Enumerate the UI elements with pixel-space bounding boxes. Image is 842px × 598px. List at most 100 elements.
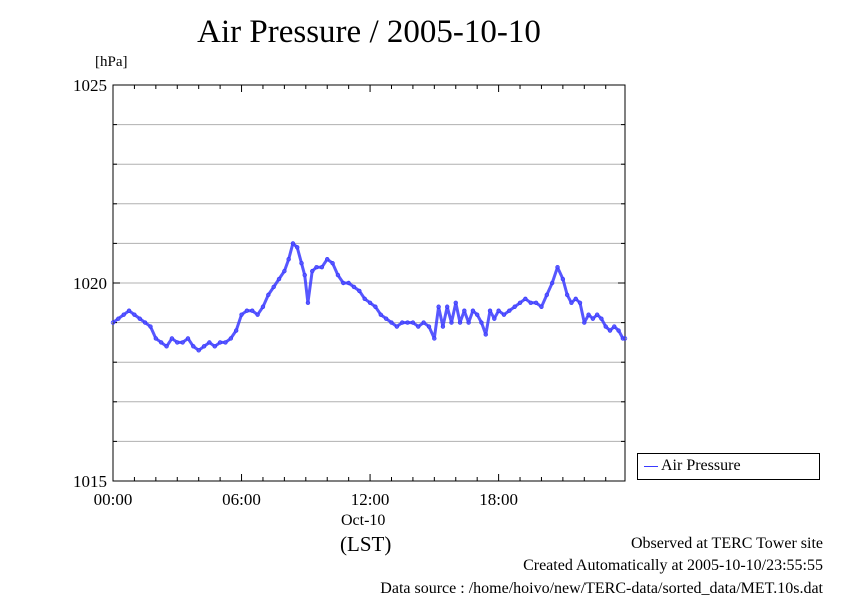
x-axis-timezone-label: (LST)	[340, 532, 392, 556]
data-point	[453, 300, 458, 305]
legend-label: Air Pressure	[661, 457, 741, 474]
data-point	[185, 336, 191, 341]
data-point	[271, 284, 276, 290]
data-point	[260, 304, 266, 309]
data-point	[282, 268, 287, 274]
data-point	[426, 324, 432, 329]
data-point	[233, 328, 239, 333]
data-point	[180, 340, 185, 345]
series-line	[112, 241, 625, 352]
data-point	[276, 276, 282, 282]
x-axis-date-label: Oct-10	[341, 512, 386, 529]
data-point	[325, 257, 330, 262]
y-tick-label: 1020	[73, 274, 107, 293]
data-point	[346, 280, 351, 286]
data-point	[483, 332, 488, 337]
data-point	[319, 264, 325, 270]
data-point	[286, 257, 291, 262]
data-point	[470, 308, 476, 313]
data-point	[153, 336, 159, 341]
data-point	[196, 348, 201, 353]
data-point	[207, 340, 212, 345]
data-point	[228, 336, 234, 341]
data-point	[474, 312, 480, 317]
data-point	[416, 324, 421, 329]
data-point	[501, 312, 507, 317]
data-point	[295, 245, 300, 250]
data-point	[594, 312, 600, 317]
data-point	[299, 261, 304, 266]
data-point	[290, 241, 296, 246]
data-point	[310, 268, 315, 274]
data-point	[444, 304, 450, 309]
data-point	[496, 308, 501, 313]
data-point	[266, 292, 271, 298]
data-point	[191, 344, 196, 349]
data-point	[400, 320, 405, 325]
data-point	[314, 264, 319, 270]
footer-source: Data source : /home/hoivo/new/TERC-data/…	[380, 580, 823, 597]
footer-created: Created Automatically at 2005-10-10/23:5…	[523, 557, 823, 574]
legend: Air Pressure	[637, 453, 820, 480]
data-point	[573, 296, 578, 302]
data-point	[357, 288, 362, 294]
data-point	[457, 320, 463, 325]
data-point	[487, 308, 493, 313]
data-point	[110, 320, 116, 325]
data-point	[436, 304, 441, 309]
data-point	[373, 304, 378, 309]
data-point	[239, 312, 244, 317]
data-point	[132, 312, 137, 317]
data-point	[250, 308, 255, 313]
data-point	[341, 280, 346, 286]
data-point	[528, 300, 533, 305]
data-point	[539, 304, 544, 309]
y-axis-unit: [hPa]	[95, 54, 128, 70]
x-tick-label: 00:00	[94, 490, 133, 509]
data-point	[564, 292, 570, 298]
data-point	[244, 308, 250, 313]
data-point	[362, 296, 367, 302]
data-point	[466, 320, 471, 325]
data-point	[137, 316, 142, 321]
data-point	[335, 272, 341, 278]
data-point	[599, 316, 604, 321]
data-point	[164, 344, 169, 349]
data-point	[121, 312, 126, 317]
data-point	[462, 308, 467, 313]
data-point	[142, 320, 148, 325]
data-point	[544, 292, 550, 298]
x-tick-label: 12:00	[351, 490, 390, 509]
data-point	[449, 320, 454, 325]
data-point	[590, 316, 596, 321]
data-point	[560, 276, 566, 282]
data-point	[440, 324, 446, 329]
data-point	[555, 264, 560, 270]
data-point	[517, 300, 523, 305]
data-point	[212, 344, 217, 349]
data-point	[492, 316, 497, 321]
legend-line-icon	[644, 466, 658, 467]
data-point	[367, 300, 373, 305]
data-point	[421, 320, 426, 325]
data-point	[330, 261, 335, 266]
data-point	[622, 336, 628, 341]
data-point	[148, 324, 153, 329]
data-point	[533, 300, 539, 305]
x-tick-label: 06:00	[222, 490, 261, 509]
data-point	[410, 320, 416, 325]
data-point	[302, 272, 307, 278]
data-point	[126, 308, 132, 313]
data-point	[175, 340, 180, 345]
data-point	[432, 336, 437, 341]
footer-observed: Observed at TERC Tower site	[630, 535, 823, 552]
data-point	[582, 320, 587, 325]
data-point	[378, 312, 383, 317]
data-point	[217, 340, 223, 345]
y-tick-label: 1015	[73, 472, 107, 491]
data-point	[383, 316, 389, 321]
data-point	[116, 316, 121, 321]
data-point	[620, 336, 626, 341]
data-point	[586, 312, 591, 317]
